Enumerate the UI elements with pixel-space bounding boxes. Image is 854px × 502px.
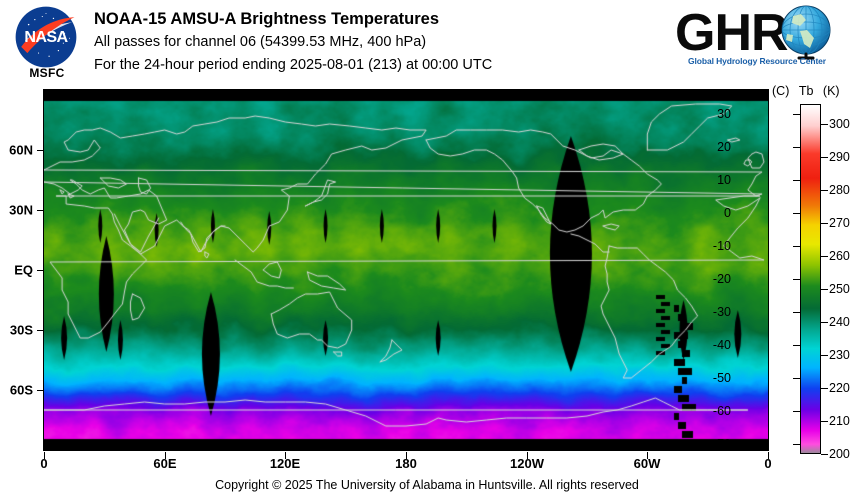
colorbar-kelvin-unit: (K) [822,84,840,98]
colorbar-kelvin-label: 260 [829,248,850,263]
y-axis-label: 30N [9,202,33,218]
x-axis-tick [44,452,45,459]
colorbar-celsius-label: 10 [717,172,731,187]
x-axis-label: 120W [510,456,544,471]
colorbar-kelvin-label: 290 [829,149,850,164]
colorbar-variable: Tb [798,84,814,98]
ghrc-wordmark-icon: GHR [675,4,831,60]
colorbar-celsius-tick [793,245,800,247]
colorbar-kelvin-tick [821,321,828,323]
colorbar-kelvin-label: 300 [829,116,850,131]
colorbar-kelvin-tick [821,387,828,389]
x-axis-tick [165,452,166,459]
y-axis-tick [37,270,44,271]
y-axis-tick [37,150,44,151]
x-axis-tick [406,452,407,459]
colorbar-celsius-tick [793,146,800,148]
colorbar-kelvin-tick [821,420,828,422]
period-subtitle: For the 24-hour period ending 2025-08-01… [94,57,493,73]
x-axis-label: 0 [40,456,48,471]
colorbar-celsius-tick [793,411,800,413]
nasa-meatball-icon: NASA [15,6,77,68]
colorbar-celsius-axis: 30 20 10 0 -10 -20 -30 -40 -50 -60 -70 [712,106,731,452]
x-axis-label: 60W [633,456,661,471]
colorbar-kelvin-label: 280 [829,182,850,197]
colorbar-kelvin-label: 270 [829,215,850,230]
colorbar-kelvin-tick [821,123,828,125]
colorbar-celsius-tick [793,444,800,446]
colorbar-kelvin-label: 220 [829,380,850,395]
colorbar-kelvin-tick [821,454,828,455]
colorbar-celsius-tick [793,113,800,115]
y-axis-label: 60N [9,142,33,158]
brightness-temperature-map[interactable] [44,90,768,450]
colorbar-celsius-label: -70 [712,437,731,452]
colorbar-celsius-label: -40 [712,338,731,353]
colorbar-celsius-label: -50 [712,371,731,386]
colorbar-celsius-unit: (C) [772,84,790,98]
x-axis-tick [768,452,769,459]
channel-subtitle: All passes for channel 06 (54399.53 MHz,… [94,34,427,50]
colorbar-celsius-label: -60 [712,404,731,419]
colorbar-kelvin-tick [821,156,828,158]
y-axis: 60N 30N EQ 30S 60S [0,0,33,502]
y-axis-tick [37,330,44,331]
x-axis-tick [285,452,286,459]
colorbar-celsius-tick [793,312,800,314]
colorbar-kelvin-tick [821,255,828,257]
colorbar-kelvin-label: 240 [829,314,850,329]
colorbar-kelvin-label: 200 [829,447,850,461]
x-axis-label: 0 [764,456,772,471]
y-axis-label: EQ [14,262,33,278]
colorbar-gradient [801,105,820,453]
colorbar-celsius-tick [793,345,800,347]
colorbar-celsius-label: -30 [712,305,731,320]
page-title: NOAA-15 AMSU-A Brightness Temperatures [94,10,440,28]
colorbar-celsius-tick [793,179,800,181]
colorbar-kelvin-label: 210 [829,413,850,428]
colorbar-celsius-tick [793,378,800,380]
svg-text:NASA: NASA [24,28,68,46]
nasa-logo: NASA MSFC [10,6,84,80]
colorbar[interactable] [800,104,821,454]
x-axis-label: 180 [395,456,417,471]
colorbar-celsius-label: 20 [717,139,731,154]
y-axis-tick [37,390,44,391]
colorbar-celsius-label: -10 [712,238,731,253]
colorbar-kelvin-tick [821,222,828,224]
colorbar-celsius-tick [793,212,800,214]
colorbar-celsius-label: 0 [724,205,731,220]
colorbar-celsius-label: 30 [717,106,731,121]
colorbar-celsius-label: -20 [712,272,731,286]
copyright-notice: Copyright © 2025 The University of Alaba… [215,478,639,492]
colorbar-kelvin-tick [821,354,828,356]
svg-text:GHR: GHR [675,4,788,60]
map-panel[interactable] [43,89,769,451]
x-axis-label: 60E [153,456,177,471]
colorbar-kelvin-tick [821,189,828,191]
colorbar-kelvin-label: 250 [829,281,850,296]
colorbar-header: (C) Tb (K) [772,84,854,98]
nasa-center-label: MSFC [29,66,65,80]
title-block: NOAA-15 AMSU-A Brightness Temperatures A… [94,8,674,77]
x-axis-label: 120E [269,456,301,471]
x-axis-tick [527,452,528,459]
colorbar-kelvin-tick [821,288,828,290]
y-axis-label: 60S [9,382,33,398]
colorbar-kelvin-label: 230 [829,347,850,362]
ghrc-tagline: Global Hydrology Resource Center [687,56,827,66]
x-axis-tick [647,452,648,459]
y-axis-tick [37,210,44,211]
y-axis-label: 30S [9,322,33,338]
colorbar-celsius-tick [793,279,800,280]
ghrc-logo: GHR Global Hydrology Resource Center [673,4,838,74]
